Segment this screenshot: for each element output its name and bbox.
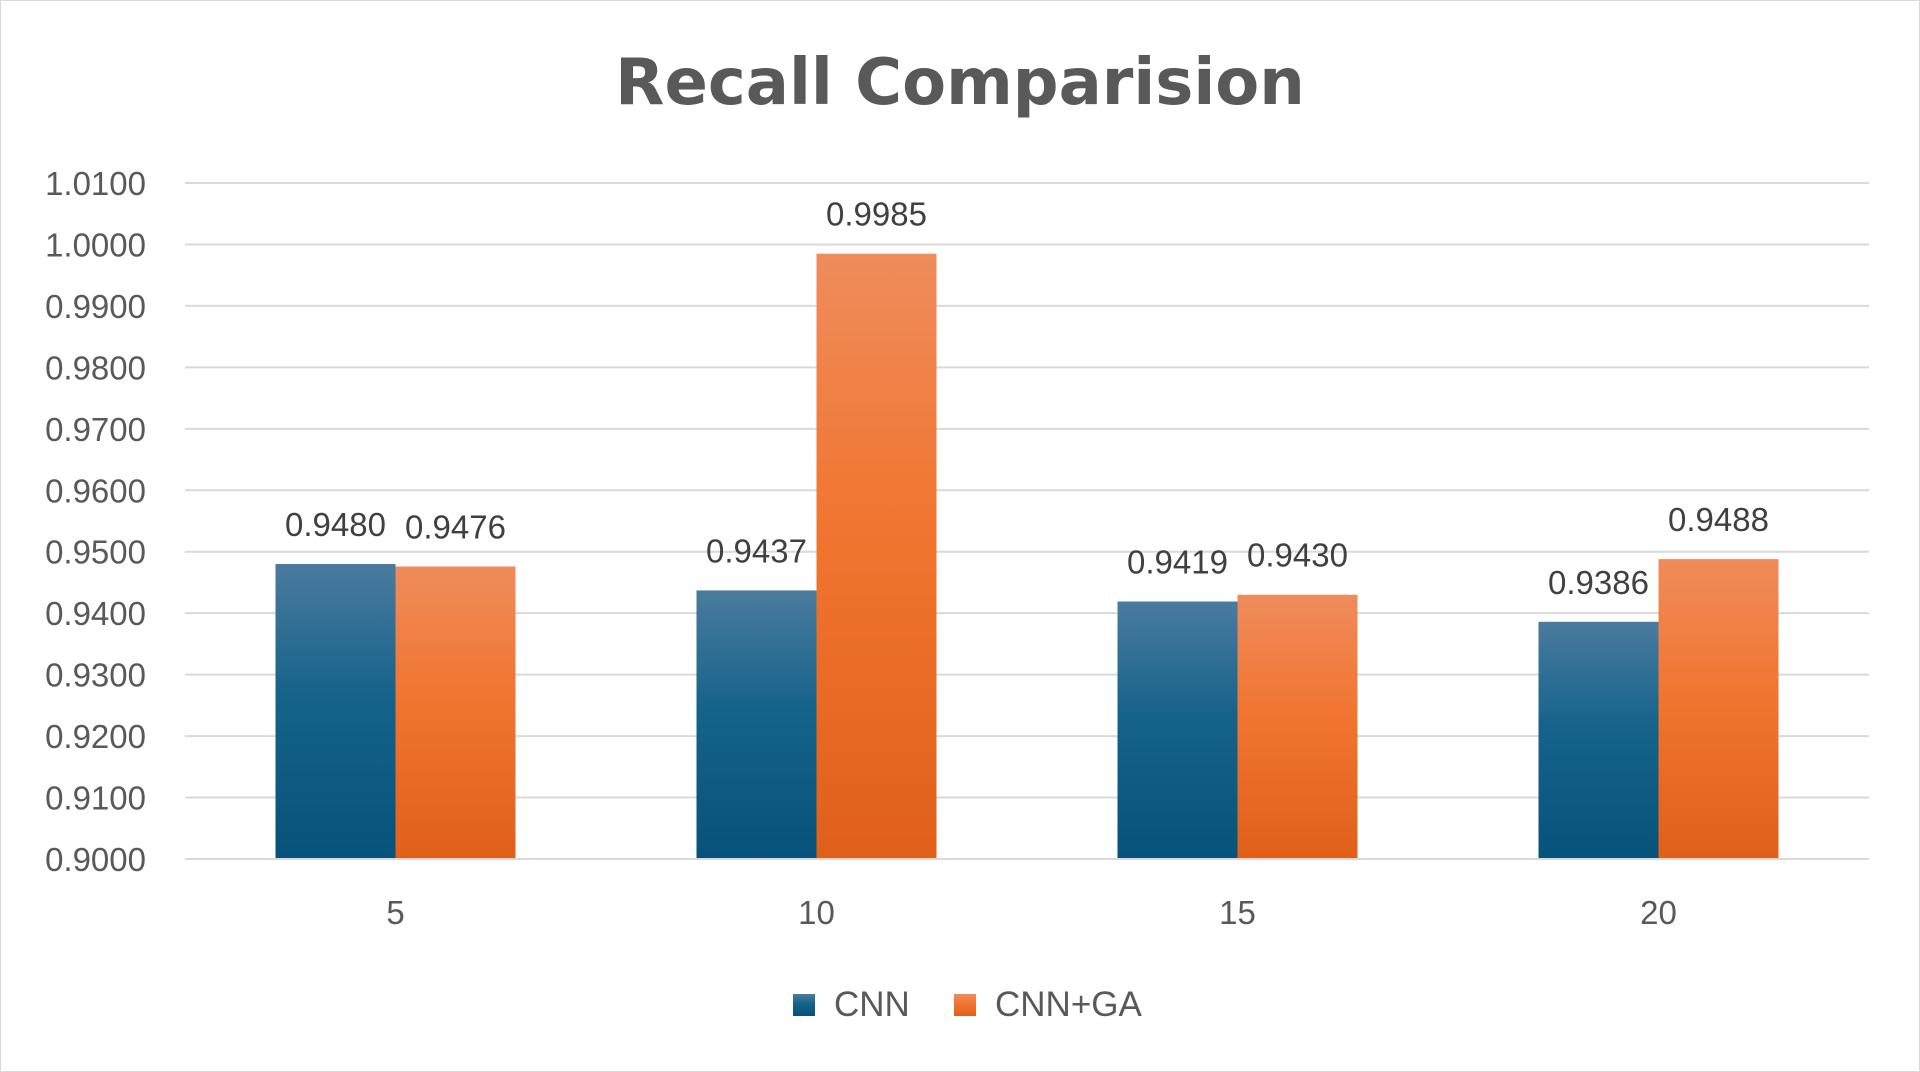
y-tick-label: 0.9900: [45, 288, 146, 325]
y-tick-label: 1.0000: [45, 226, 146, 263]
data-label: 0.9386: [1548, 564, 1649, 601]
legend-label-cnn: CNN: [834, 985, 910, 1024]
legend-label-cnn-ga: CNN+GA: [995, 985, 1142, 1024]
y-tick-label: 0.9200: [45, 718, 146, 755]
y-tick-label: 0.9000: [45, 841, 146, 878]
data-label: 0.9488: [1668, 501, 1769, 538]
bars: [275, 253, 1779, 859]
y-tick-label: 0.9100: [45, 780, 146, 817]
bar-cnn: [1117, 601, 1238, 859]
bar-cnn-ga: [1237, 594, 1358, 859]
chart-title: Recall Comparision: [615, 46, 1305, 120]
bar-cnn-ga: [395, 566, 516, 859]
bar-cnn: [1538, 621, 1659, 859]
x-category-label: 5: [386, 894, 404, 931]
legend: CNN CNN+GA: [793, 985, 1142, 1024]
bar-cnn-ga: [1658, 559, 1779, 859]
bar-cnn: [696, 590, 817, 859]
data-label: 0.9985: [826, 196, 927, 233]
data-label: 0.9476: [405, 508, 506, 545]
legend-swatch-cnn: [793, 994, 815, 1016]
x-category-label: 20: [1640, 894, 1677, 931]
y-axis-tick-labels: 0.9000 0.9100 0.9200 0.9300 0.9400 0.9500 0.96…: [45, 165, 146, 878]
data-labels: 0.9480 0.9476 0.9437 0.9985 0.9419 0.9430 0.93…: [285, 196, 1769, 601]
bar-cnn-ga: [816, 253, 937, 859]
y-tick-label: 0.9800: [45, 349, 146, 386]
data-label: 0.9437: [706, 532, 807, 569]
x-category-label: 15: [1219, 894, 1256, 931]
legend-swatch-cnn-ga: [954, 994, 976, 1016]
y-tick-label: 0.9500: [45, 534, 146, 571]
x-axis-category-labels: 5 10 15 20: [386, 894, 1677, 931]
y-tick-label: 0.9700: [45, 411, 146, 448]
data-label: 0.9480: [285, 506, 386, 543]
y-tick-label: 0.9600: [45, 472, 146, 509]
y-tick-label: 0.9400: [45, 595, 146, 632]
data-label: 0.9419: [1127, 544, 1228, 581]
y-tick-label: 1.0100: [45, 165, 146, 202]
bar-cnn: [275, 564, 396, 859]
x-category-label: 10: [798, 894, 835, 931]
data-label: 0.9430: [1247, 537, 1348, 574]
y-tick-label: 0.9300: [45, 657, 146, 694]
